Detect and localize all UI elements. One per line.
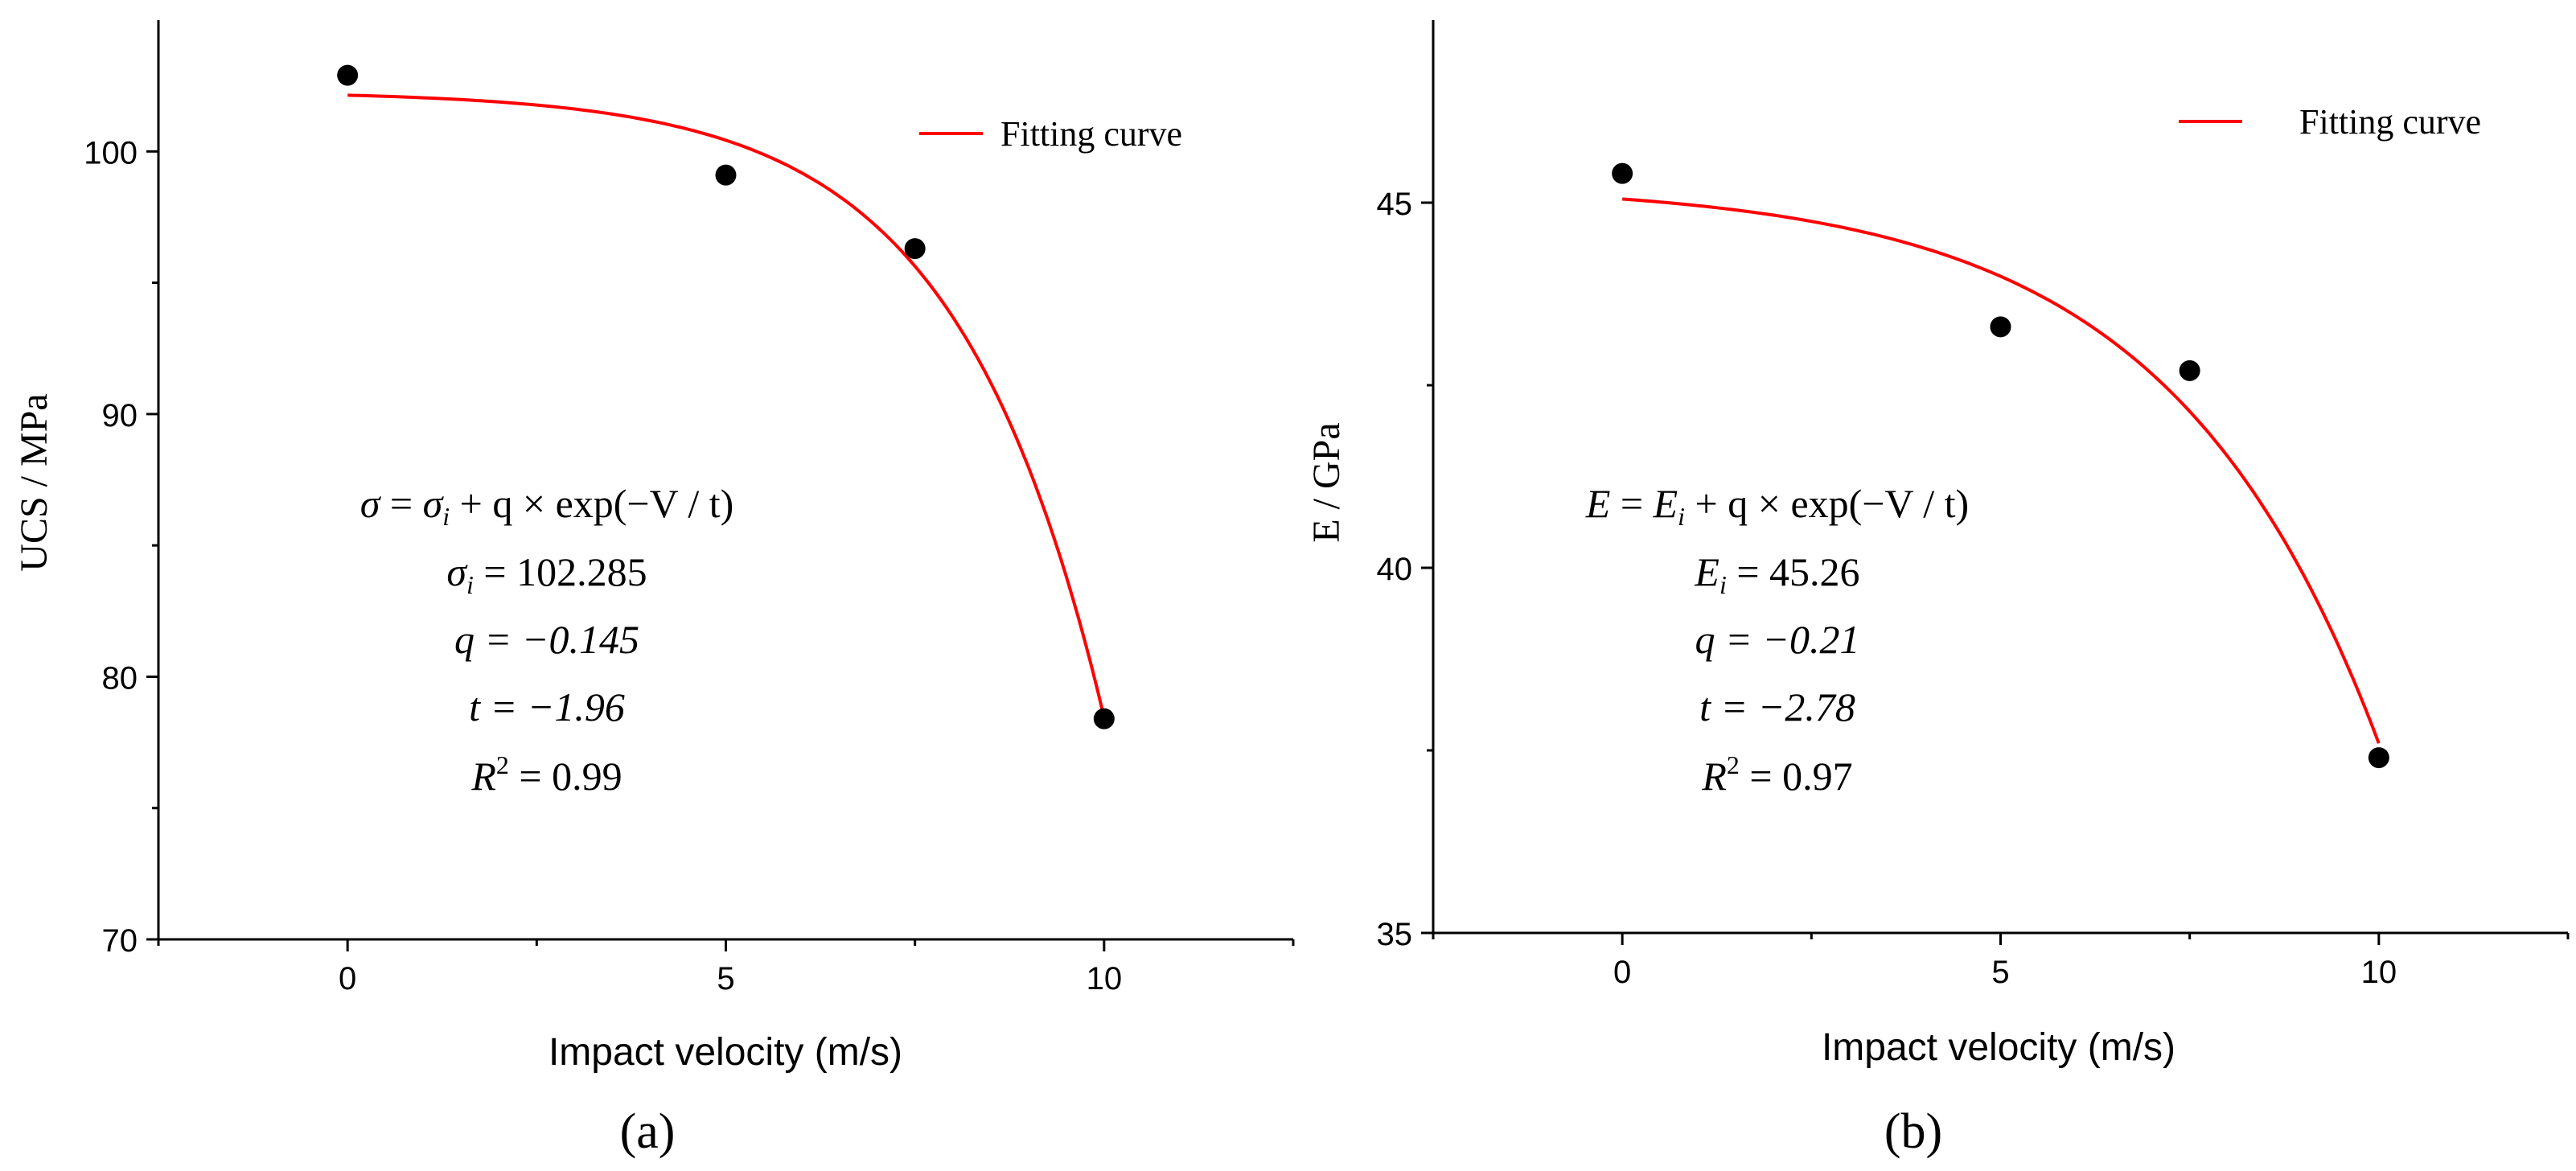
x-tick-label: 10 bbox=[2361, 955, 2397, 990]
equation-r-squared: R2 = 0.97 bbox=[1701, 750, 1852, 799]
y-tick-label: 90 bbox=[102, 398, 138, 433]
fit-equation: σ = σi + q × exp(−V / t) σi = 102.285 q … bbox=[360, 481, 734, 799]
data-point bbox=[2179, 360, 2200, 381]
chart-panel-b: 35 40 45 0 5 10 Fitting curve E = Ei + q × e… bbox=[1305, 20, 2570, 1159]
panel-label: (a) bbox=[620, 1104, 676, 1159]
y-tick-label: 40 bbox=[1377, 552, 1413, 587]
data-point bbox=[1612, 162, 1633, 184]
data-point bbox=[337, 64, 359, 86]
panel-label: (b) bbox=[1884, 1104, 1942, 1159]
fitting-curve bbox=[347, 93, 1106, 718]
equation-param-t: t = −2.78 bbox=[1699, 684, 1855, 729]
data-point bbox=[904, 238, 926, 260]
x-tick-labels: 0 5 10 bbox=[1613, 955, 2397, 990]
y-tick-label: 70 bbox=[102, 923, 138, 959]
legend: Fitting curve bbox=[2179, 102, 2481, 142]
data-points bbox=[337, 64, 1115, 729]
y-tick-labels: 35 40 45 bbox=[1377, 187, 1413, 952]
equation-param-q: q = −0.145 bbox=[454, 617, 639, 662]
y-tick-label: 100 bbox=[84, 135, 138, 171]
x-tick-label: 5 bbox=[717, 961, 734, 996]
x-tick-label: 0 bbox=[1613, 955, 1631, 990]
legend: Fitting curve bbox=[919, 114, 1182, 154]
fitting-curve bbox=[1622, 197, 2381, 744]
equation-param-t: t = −1.96 bbox=[469, 684, 625, 729]
y-axis-title: E / GPa bbox=[1305, 422, 1348, 542]
x-tick-label: 0 bbox=[339, 961, 356, 996]
data-point bbox=[715, 164, 737, 186]
y-tick-label: 45 bbox=[1377, 187, 1413, 222]
equation-main: σ = σi + q × exp(−V / t) bbox=[360, 481, 734, 531]
data-points bbox=[1612, 162, 2389, 769]
x-tick-label: 5 bbox=[1991, 955, 2009, 990]
y-tick-label: 80 bbox=[102, 660, 138, 696]
y-tick-labels: 70 80 90 100 bbox=[84, 135, 138, 959]
legend-label: Fitting curve bbox=[2299, 102, 2481, 142]
x-tick-label: 10 bbox=[1087, 961, 1123, 996]
data-point bbox=[1990, 316, 2011, 338]
x-tick-labels: 0 5 10 bbox=[339, 961, 1122, 996]
x-axis-title: Impact velocity (m/s) bbox=[1822, 1026, 2175, 1069]
y-axis-title: UCS / MPa bbox=[13, 393, 55, 571]
chart-panel-a: 70 80 90 100 0 5 10 Fitting curve σ = σi + q … bbox=[13, 20, 1295, 1159]
equation-main: E = Ei + q × exp(−V / t) bbox=[1585, 481, 1969, 531]
tick-marks bbox=[146, 150, 1295, 951]
data-point bbox=[2368, 747, 2389, 769]
tick-marks bbox=[1421, 201, 2570, 945]
x-axis-title: Impact velocity (m/s) bbox=[548, 1031, 902, 1074]
equation-param-q: q = −0.21 bbox=[1695, 617, 1860, 662]
legend-label: Fitting curve bbox=[1000, 114, 1182, 154]
data-point bbox=[1093, 708, 1115, 729]
equation-param-yi: σi = 102.285 bbox=[446, 549, 647, 599]
y-tick-label: 35 bbox=[1377, 917, 1413, 952]
equation-param-ei: Ei = 45.26 bbox=[1694, 549, 1859, 599]
fit-equation: E = Ei + q × exp(−V / t) Ei = 45.26 q = … bbox=[1585, 481, 1969, 799]
equation-r-squared: R2 = 0.99 bbox=[470, 750, 622, 799]
